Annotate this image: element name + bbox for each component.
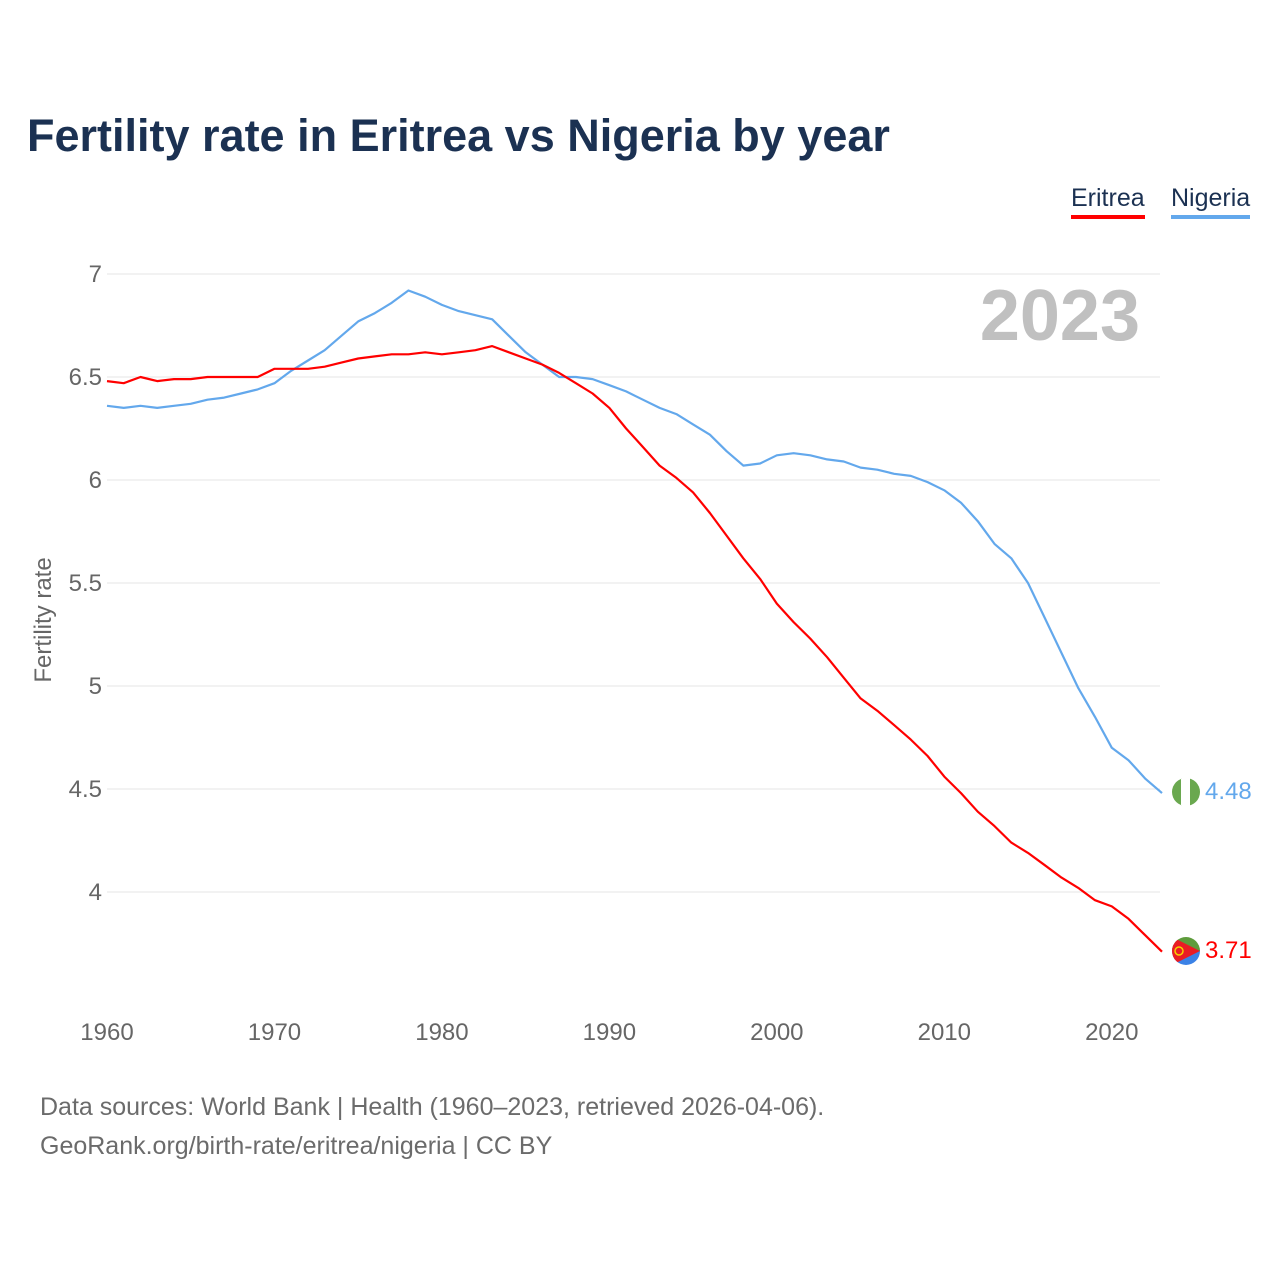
- y-tick-label: 4: [89, 879, 102, 906]
- eritrea-end-value: 3.71: [1205, 937, 1252, 964]
- series-line-nigeria: [106, 289, 1163, 794]
- x-tick-label: 2020: [1085, 1019, 1138, 1046]
- source-note: Data sources: World Bank | Health (1960–…: [40, 1088, 824, 1166]
- legend-nigeria[interactable]: Nigeria: [1171, 184, 1251, 219]
- y-tick-label: 6.5: [69, 364, 102, 391]
- x-tick-label: 1980: [415, 1019, 468, 1046]
- eritrea-flag-icon: [1172, 937, 1200, 965]
- series-line-eritrea: [106, 345, 1163, 953]
- nigeria-flag-icon: [1172, 778, 1200, 806]
- y-tick-label: 4.5: [69, 776, 102, 803]
- y-tick-label: 7: [89, 261, 102, 288]
- x-tick-label: 2010: [918, 1019, 971, 1046]
- y-tick-label: 5.5: [69, 570, 102, 597]
- x-tick-label: 1960: [80, 1019, 133, 1046]
- x-tick-label: 1970: [248, 1019, 301, 1046]
- source-line: Data sources: World Bank | Health (1960–…: [40, 1093, 825, 1121]
- y-tick-label: 5: [89, 673, 102, 700]
- y-tick-label: 6: [89, 467, 102, 494]
- legend-eritrea[interactable]: Eritrea: [1071, 184, 1145, 219]
- year-watermark: 2023: [980, 276, 1140, 356]
- y-axis-label: Fertility rate: [30, 557, 57, 682]
- chart-title: Fertility rate in Eritrea vs Nigeria by …: [27, 110, 890, 161]
- source-link[interactable]: GeoRank.org/birth-rate/eritrea/nigeria |…: [40, 1132, 553, 1160]
- x-tick-label: 2000: [750, 1019, 803, 1046]
- nigeria-end-value: 4.48: [1205, 778, 1252, 805]
- x-tick-label: 1990: [583, 1019, 636, 1046]
